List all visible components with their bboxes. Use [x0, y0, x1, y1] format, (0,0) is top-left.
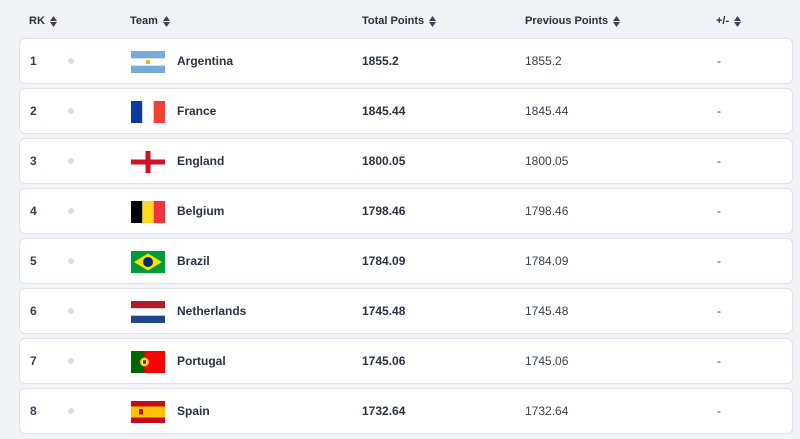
dot-icon [68, 158, 74, 164]
rank-cell: 8 [30, 404, 37, 418]
change-cell: - [717, 154, 721, 168]
rank-cell: 7 [30, 354, 37, 368]
change-cell: - [717, 304, 721, 318]
change-cell: - [717, 54, 721, 68]
previous-points-cell: 1784.09 [525, 254, 569, 268]
rank-cell: 1 [30, 54, 37, 68]
team-name[interactable]: Belgium [177, 204, 225, 218]
team-header-label: Team [130, 15, 158, 27]
team-name[interactable]: Portugal [177, 354, 226, 368]
argentina-flag-icon [131, 51, 165, 73]
total-points-cell: 1800.05 [362, 154, 406, 168]
previous-points-cell: 1798.46 [525, 204, 569, 218]
team-name[interactable]: Netherlands [177, 304, 247, 318]
dot-icon [68, 308, 74, 314]
team-name[interactable]: Argentina [177, 54, 234, 68]
total-points-cell: 1784.09 [362, 254, 406, 268]
sort-icon [429, 15, 437, 27]
total-points-cell: 1745.06 [362, 354, 406, 368]
rank-cell: 4 [30, 204, 37, 218]
previous-points-column-header[interactable]: Previous Points [525, 15, 621, 27]
total-points-header-label: Total Points [362, 15, 425, 27]
team-name[interactable]: France [177, 104, 217, 118]
rank-cell: 5 [30, 254, 37, 268]
change-header-label: +/- [716, 15, 730, 27]
table-row[interactable]: 2 France 1845.44 1845.44 - [19, 88, 793, 134]
change-cell: - [717, 104, 721, 118]
team-name[interactable]: Spain [177, 404, 210, 418]
change-cell: - [717, 404, 721, 418]
dot-icon [68, 58, 74, 64]
team-name[interactable]: Brazil [177, 254, 210, 268]
change-cell: - [717, 254, 721, 268]
england-flag-icon [131, 151, 165, 173]
brazil-flag-icon [131, 251, 165, 273]
table-row[interactable]: 7 Portugal 1745.06 1745.06 - [19, 338, 793, 384]
change-cell: - [717, 204, 721, 218]
table-row[interactable]: 3 England 1800.05 1800.05 - [19, 138, 793, 184]
sort-icon [49, 15, 57, 27]
rk-column-header[interactable]: RK [29, 15, 57, 27]
table-row[interactable]: 5 Brazil 1784.09 1784.09 - [19, 238, 793, 284]
table-row[interactable]: 4 Belgium 1798.46 1798.46 - [19, 188, 793, 234]
team-name[interactable]: England [177, 154, 225, 168]
total-points-cell: 1798.46 [362, 204, 406, 218]
total-points-cell: 1845.44 [362, 104, 406, 118]
rank-cell: 3 [30, 154, 37, 168]
dot-icon [68, 408, 74, 414]
sort-icon [162, 15, 170, 27]
total-points-column-header[interactable]: Total Points [362, 15, 437, 27]
table-row[interactable]: 6 Netherlands 1745.48 1745.48 - [19, 288, 793, 334]
dot-icon [68, 258, 74, 264]
rk-header-label: RK [29, 15, 45, 27]
previous-points-cell: 1845.44 [525, 104, 569, 118]
portugal-flag-icon [131, 351, 165, 373]
previous-points-cell: 1745.48 [525, 304, 569, 318]
team-column-header[interactable]: Team [130, 15, 170, 27]
table-header: RK Team Total Points Previous Points +/- [0, 0, 800, 38]
rank-cell: 2 [30, 104, 37, 118]
total-points-cell: 1745.48 [362, 304, 406, 318]
previous-points-cell: 1732.64 [525, 404, 569, 418]
change-column-header[interactable]: +/- [716, 15, 742, 27]
rank-cell: 6 [30, 304, 37, 318]
table-row[interactable]: 8 Spain 1732.64 1732.64 - [19, 388, 793, 434]
dot-icon [68, 358, 74, 364]
table-row[interactable]: 1 Argentina 1855.2 1855.2 - [19, 38, 793, 84]
change-cell: - [717, 354, 721, 368]
sort-icon [734, 15, 742, 27]
dot-icon [68, 108, 74, 114]
spain-flag-icon [131, 401, 165, 423]
previous-points-cell: 1745.06 [525, 354, 569, 368]
sort-icon [613, 15, 621, 27]
total-points-cell: 1855.2 [362, 54, 399, 68]
previous-points-header-label: Previous Points [525, 15, 609, 27]
dot-icon [68, 208, 74, 214]
previous-points-cell: 1800.05 [525, 154, 569, 168]
belgium-flag-icon [131, 201, 165, 223]
france-flag-icon [131, 101, 165, 123]
previous-points-cell: 1855.2 [525, 54, 562, 68]
total-points-cell: 1732.64 [362, 404, 406, 418]
netherlands-flag-icon [131, 301, 165, 323]
